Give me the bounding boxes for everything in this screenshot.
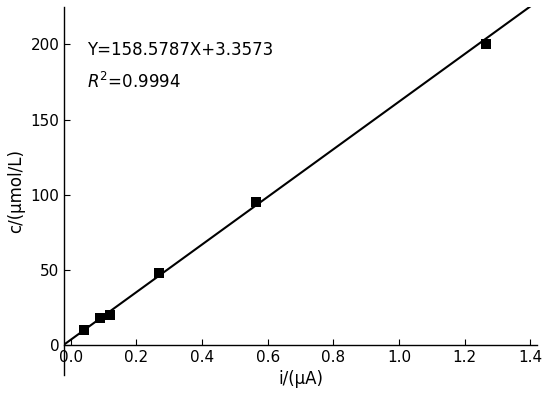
Point [96, 314, 104, 321]
Point [106, 312, 114, 318]
Y-axis label: c/(μmol/L): c/(μmol/L) [7, 149, 25, 233]
Point [155, 270, 164, 276]
Point [482, 41, 491, 48]
Point [252, 199, 261, 205]
Point [80, 326, 89, 333]
Text: $R^2$=0.9994: $R^2$=0.9994 [87, 72, 181, 92]
X-axis label: i/(μA): i/(μA) [278, 370, 323, 388]
Text: Y=158.5787X+3.3573: Y=158.5787X+3.3573 [87, 41, 273, 59]
